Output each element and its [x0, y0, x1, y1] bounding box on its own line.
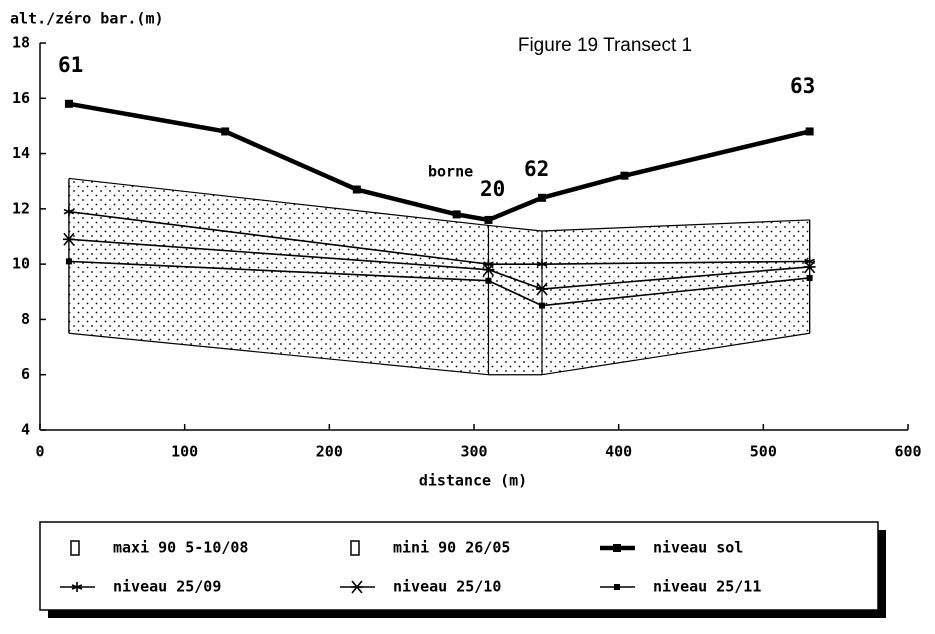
- marker-part: [352, 185, 361, 194]
- data-point: [537, 193, 546, 202]
- annotation: 61: [58, 53, 83, 77]
- marker-part: [536, 259, 548, 270]
- marker-part: [806, 274, 813, 281]
- x-tick-label: 400: [605, 443, 632, 461]
- y-tick-label: 6: [21, 365, 30, 383]
- legend-symbol: [614, 584, 620, 590]
- y-tick-label: 4: [21, 421, 30, 439]
- marker-part: [351, 580, 363, 594]
- marker-part: [63, 206, 75, 217]
- data-point: [805, 127, 814, 136]
- marker-part: [537, 193, 546, 202]
- data-point: [803, 260, 816, 274]
- marker-part: [70, 540, 80, 556]
- x-tick-label: 300: [460, 443, 487, 461]
- data-point: [484, 215, 493, 224]
- y-tick-label: 8: [21, 310, 30, 328]
- series-line: [68, 101, 811, 223]
- legend-label: mini 90 26/05: [393, 539, 510, 557]
- chart-title: Figure 19 Transect 1: [518, 35, 692, 56]
- marker-part: [71, 582, 83, 592]
- data-point: [62, 232, 75, 246]
- marker-part: [485, 277, 492, 284]
- band-fill: [68, 178, 810, 375]
- y-axis-label: alt./zéro bar.(m): [10, 10, 164, 28]
- series-line: [68, 210, 810, 265]
- data-point: [452, 210, 461, 219]
- marker-part: [221, 127, 230, 136]
- data-point: [482, 263, 495, 277]
- marker-part: [613, 544, 621, 552]
- data-point: [485, 277, 492, 284]
- legend-label: niveau 25/11: [653, 578, 761, 596]
- marker-part: [614, 584, 620, 590]
- x-tick-label: 500: [750, 443, 777, 461]
- series-line: [68, 332, 810, 376]
- marker-part: [482, 263, 495, 277]
- y-tick-label: 12: [12, 199, 30, 217]
- series-line: [68, 238, 810, 290]
- data-point: [535, 282, 548, 296]
- data-point: [536, 259, 548, 270]
- marker-part: [535, 282, 548, 296]
- marker-part: [64, 99, 73, 108]
- series-line: [68, 177, 810, 232]
- data-point: [63, 206, 75, 217]
- marker-part: [350, 540, 360, 556]
- y-tick-label: 16: [12, 89, 30, 107]
- marker-part: [484, 215, 493, 224]
- y-tick-label: 10: [12, 255, 30, 273]
- data-point: [65, 258, 72, 265]
- annotation: 63: [790, 74, 815, 98]
- legend-label: niveau 25/09: [113, 578, 221, 596]
- data-point: [352, 185, 361, 194]
- marker-part: [620, 171, 629, 180]
- y-tick-label: 14: [12, 144, 30, 162]
- annotation: 62: [524, 157, 549, 181]
- data-point: [806, 274, 813, 281]
- x-axis-label: distance (m): [419, 472, 527, 490]
- data-point: [64, 99, 73, 108]
- annotation: 20: [480, 177, 505, 201]
- x-tick-label: 100: [171, 443, 198, 461]
- marker-part: [65, 258, 72, 265]
- marker-part: [803, 260, 816, 274]
- annotation: borne: [428, 163, 473, 181]
- legend-label: niveau 25/10: [393, 578, 501, 596]
- marker-part: [538, 302, 545, 309]
- x-tick-label: 600: [894, 443, 921, 461]
- data-point: [538, 302, 545, 309]
- legend-symbol: [70, 540, 80, 556]
- legend-symbol: [351, 580, 363, 594]
- marker-part: [62, 232, 75, 246]
- legend-label: maxi 90 5-10/08: [113, 539, 248, 557]
- x-tick-label: 0: [35, 443, 44, 461]
- legend-symbol: [613, 544, 621, 552]
- legend-box: [39, 521, 879, 611]
- y-tick-label: 18: [12, 34, 30, 52]
- data-point: [221, 127, 230, 136]
- x-tick-label: 200: [316, 443, 343, 461]
- series-line: [68, 260, 810, 307]
- legend-symbol: [350, 540, 360, 556]
- data-point: [620, 171, 629, 180]
- marker-part: [452, 210, 461, 219]
- marker-part: [805, 127, 814, 136]
- legend-symbol: [71, 582, 83, 592]
- legend-label: niveau sol: [653, 539, 743, 557]
